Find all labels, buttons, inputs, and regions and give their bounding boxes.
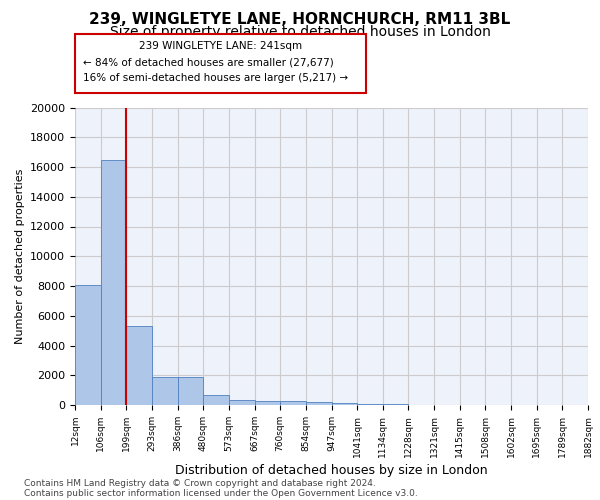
X-axis label: Distribution of detached houses by size in London: Distribution of detached houses by size … bbox=[175, 464, 488, 477]
Bar bbox=[357, 404, 383, 405]
Bar bbox=[152, 378, 178, 405]
Bar bbox=[127, 326, 152, 405]
Bar bbox=[254, 400, 280, 405]
Bar bbox=[331, 403, 357, 405]
Bar bbox=[203, 394, 229, 405]
Bar bbox=[280, 402, 306, 405]
Bar bbox=[229, 400, 254, 405]
Bar bbox=[75, 284, 101, 405]
Text: Contains HM Land Registry data © Crown copyright and database right 2024.: Contains HM Land Registry data © Crown c… bbox=[24, 479, 376, 488]
Text: 16% of semi-detached houses are larger (5,217) →: 16% of semi-detached houses are larger (… bbox=[83, 73, 348, 83]
Text: 239 WINGLETYE LANE: 241sqm: 239 WINGLETYE LANE: 241sqm bbox=[139, 41, 302, 51]
Text: Size of property relative to detached houses in London: Size of property relative to detached ho… bbox=[110, 25, 490, 39]
Text: Contains public sector information licensed under the Open Government Licence v3: Contains public sector information licen… bbox=[24, 489, 418, 498]
Bar bbox=[178, 378, 203, 405]
Bar bbox=[383, 404, 409, 405]
Text: 239, WINGLETYE LANE, HORNCHURCH, RM11 3BL: 239, WINGLETYE LANE, HORNCHURCH, RM11 3B… bbox=[89, 12, 511, 28]
Bar bbox=[306, 402, 331, 405]
Y-axis label: Number of detached properties: Number of detached properties bbox=[14, 168, 25, 344]
Bar bbox=[101, 160, 127, 405]
Text: ← 84% of detached houses are smaller (27,677): ← 84% of detached houses are smaller (27… bbox=[83, 57, 334, 67]
